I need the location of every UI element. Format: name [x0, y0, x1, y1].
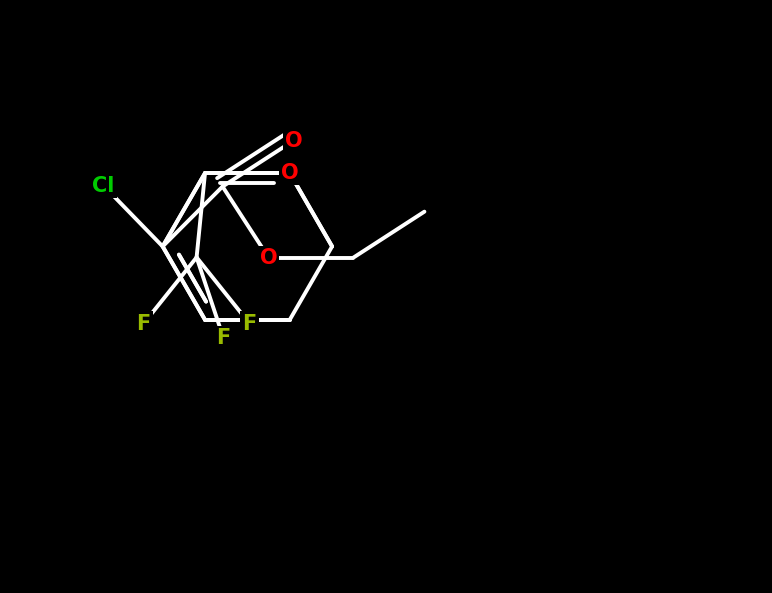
Text: F: F	[242, 314, 256, 333]
Text: O: O	[259, 248, 277, 267]
Text: Cl: Cl	[93, 176, 115, 196]
Text: F: F	[137, 314, 151, 333]
Text: O: O	[281, 163, 299, 183]
Text: O: O	[285, 130, 303, 151]
Text: F: F	[216, 328, 231, 347]
